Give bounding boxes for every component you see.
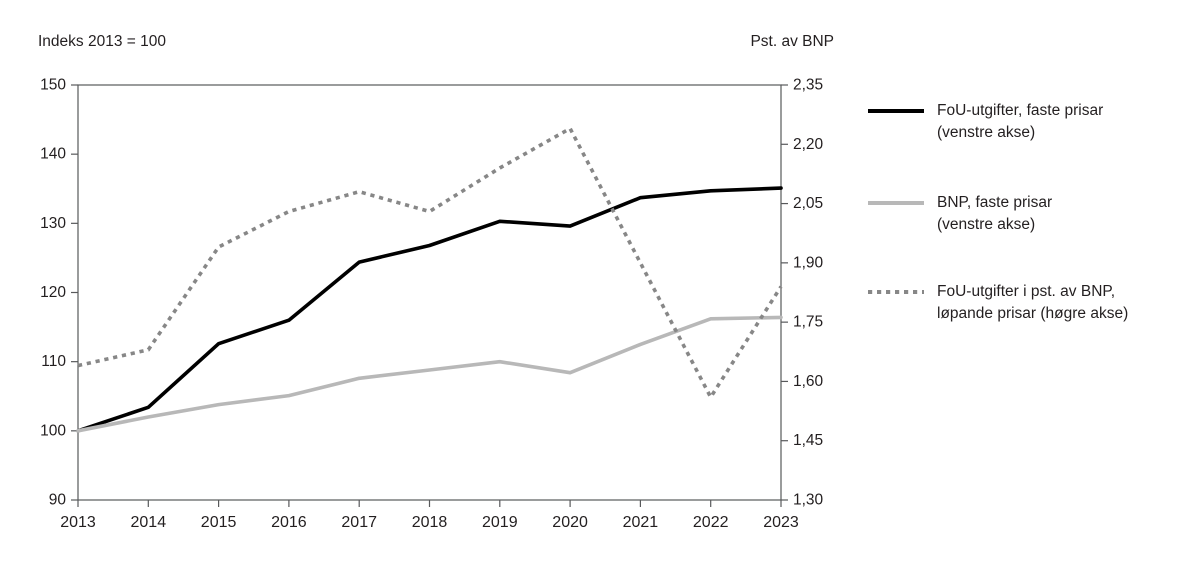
left-axis-tick-label: 110 — [41, 353, 66, 370]
series-line-0 — [76, 186, 783, 433]
x-axis-tick-label: 2016 — [271, 514, 307, 531]
series-line-2 — [77, 126, 783, 400]
right-axis-tick-label: 2,35 — [793, 77, 823, 94]
right-axis-tick-label: 2,20 — [793, 136, 824, 153]
x-axis-tick-label: 2019 — [482, 514, 518, 531]
x-axis-tick-label: 2022 — [693, 514, 729, 531]
x-axis-tick-label: 2013 — [60, 514, 96, 531]
x-axis-tick-label: 2023 — [763, 514, 799, 531]
plot-frame — [77, 84, 782, 501]
legend-item-bnp-faste-prisar: BNP, faste prisar (venstre akse) — [868, 192, 1052, 236]
x-axis-tick-label: 2014 — [131, 514, 167, 531]
legend-item-fou-faste-prisar: FoU-utgifter, faste prisar (venstre akse… — [868, 100, 1103, 144]
left-axis-tick-label: 150 — [40, 77, 66, 94]
legend-item-fou-pst-av-bnp: FoU-utgifter i pst. av BNP, løpande pris… — [868, 281, 1128, 325]
right-axis-tick-label: 1,60 — [793, 373, 824, 390]
legend-label: FoU-utgifter i pst. av BNP, løpande pris… — [937, 283, 1129, 322]
left-axis-tick-label: 130 — [40, 215, 66, 232]
right-axis-tick-label: 1,30 — [793, 492, 824, 509]
left-axis-tick-label: 90 — [49, 492, 67, 509]
dotted-gray-line-icon — [868, 290, 924, 294]
solid-black-line-icon — [868, 109, 924, 113]
right-axis-unit-label: Pst. av BNP — [750, 33, 834, 50]
left-axis-tick-label: 120 — [40, 284, 66, 301]
right-axis-tick-label: 1,45 — [793, 432, 823, 449]
right-axis-tick-label: 1,90 — [793, 254, 824, 271]
solid-gray-line-icon — [868, 201, 924, 205]
right-axis-tick-label: 1,75 — [793, 314, 823, 331]
x-axis-tick-label: 2021 — [623, 514, 659, 531]
chart-legend: FoU-utgifter, faste prisar (venstre akse… — [868, 100, 1194, 360]
x-axis-tick-label: 2015 — [201, 514, 237, 531]
left-axis-tick-label: 100 — [40, 422, 66, 439]
series-line-1 — [76, 315, 783, 433]
legend-label: BNP, faste prisar (venstre akse) — [937, 194, 1053, 233]
right-axis-tick-label: 2,05 — [793, 195, 823, 212]
left-axis-unit-label: Indeks 2013 = 100 — [38, 33, 166, 50]
legend-label: FoU-utgifter, faste prisar (venstre akse… — [937, 102, 1104, 141]
x-axis-tick-label: 2020 — [552, 514, 588, 531]
left-axis-tick-label: 140 — [40, 146, 66, 163]
x-axis-tick-label: 2018 — [412, 514, 448, 531]
x-axis-tick-label: 2017 — [341, 514, 377, 531]
